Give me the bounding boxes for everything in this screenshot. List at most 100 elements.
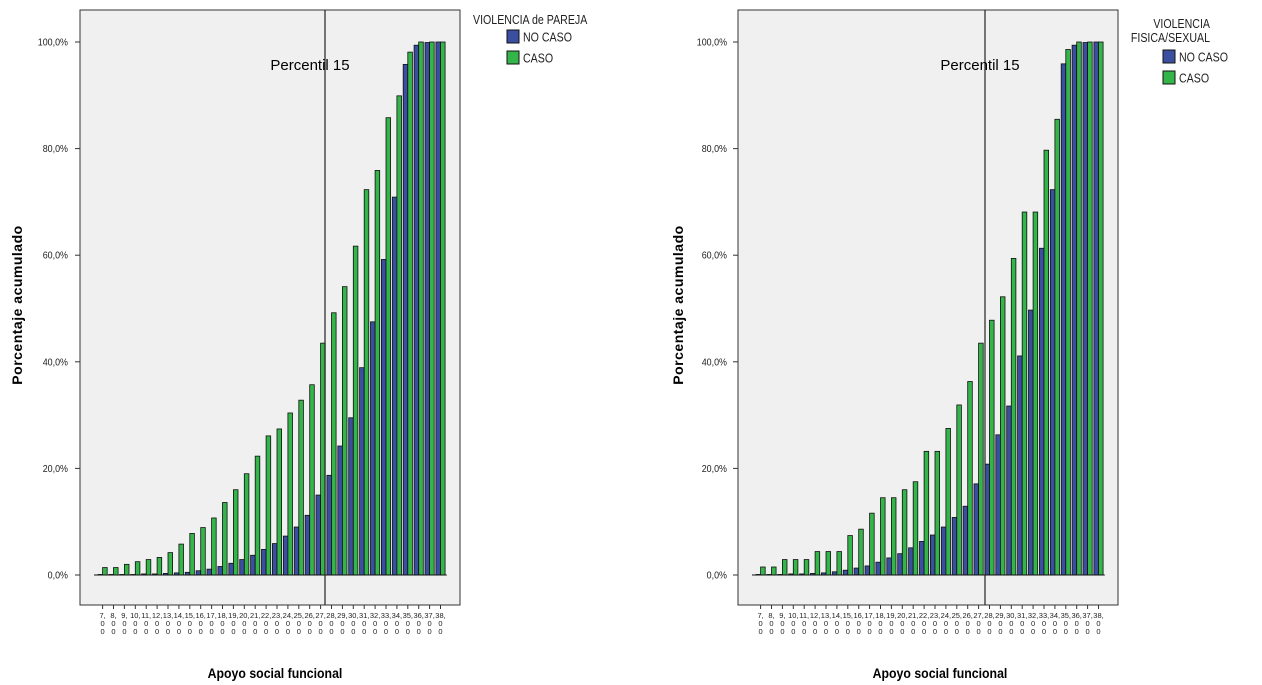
bar-no-caso [1017, 355, 1023, 576]
bar-no-caso [228, 562, 234, 576]
x-tick-label: 13, 0 0 [821, 611, 831, 636]
bar-no-caso [1093, 41, 1099, 576]
bar-caso [1065, 49, 1071, 576]
bar-no-caso [217, 566, 223, 576]
bar-no-caso [908, 547, 914, 576]
x-tick-label: 30, 0 0 [1006, 611, 1016, 636]
y-tick-label: 40,0% [43, 357, 69, 369]
x-tick-label: 25, 0 0 [952, 611, 962, 636]
x-tick-label: 35, 0 0 [403, 611, 413, 636]
x-tick-label: 27, 0 0 [973, 611, 983, 636]
bar-no-caso [940, 526, 947, 576]
bar-caso [836, 551, 842, 576]
x-tick-label: 19, 0 0 [886, 611, 896, 636]
bar-caso [222, 502, 228, 576]
x-tick-label: 7, 0 0 [757, 611, 763, 636]
bar-caso [1010, 257, 1017, 576]
x-axis-title: Apoyo social funcional [208, 665, 343, 681]
bar-caso [803, 559, 810, 576]
bar-caso [1087, 41, 1093, 576]
y-tick-label: 60,0% [43, 250, 69, 262]
legend-swatch-caso [1162, 70, 1176, 85]
bar-no-caso [250, 554, 256, 576]
bar-caso [771, 566, 777, 576]
x-tick-label: 34, 0 0 [1050, 611, 1060, 636]
legend-swatch-caso [506, 50, 520, 65]
x-tick-label: 26, 0 0 [962, 611, 972, 636]
bar-no-caso [413, 44, 420, 576]
bar-no-caso [261, 549, 267, 576]
bar-caso [934, 450, 940, 576]
x-tick-label: 22, 0 0 [261, 611, 271, 636]
x-tick-label: 16, 0 0 [853, 611, 863, 636]
bar-caso [352, 245, 359, 576]
bar-caso [113, 567, 119, 576]
bar-no-caso [951, 517, 958, 576]
bar-caso [243, 473, 250, 576]
bar-no-caso [293, 526, 300, 576]
bar-caso [298, 399, 304, 576]
bar-caso [1098, 41, 1104, 576]
bar-no-caso [1028, 309, 1034, 576]
chart-2: 0,0% 20,0% 40,0% 60,0% 80,0% 100,0% 7, 0 0 8, 0 0 9,… [670, 9, 1228, 681]
x-tick-label: 28, 0 0 [984, 611, 994, 636]
x-tick-label: 21, 0 0 [250, 611, 260, 636]
bar-caso [440, 41, 446, 576]
bar-caso [363, 189, 370, 576]
bar-no-caso [875, 561, 881, 576]
x-tick-label: 24, 0 0 [941, 611, 951, 636]
x-tick-label: 20, 0 0 [239, 611, 249, 636]
bar-caso [341, 286, 348, 576]
bar-caso [923, 450, 930, 576]
bar-no-caso [973, 483, 979, 576]
bar-caso [407, 51, 413, 576]
x-tick-label: 18, 0 0 [875, 611, 885, 636]
x-tick-label: 21, 0 0 [908, 611, 918, 636]
bar-caso [102, 567, 108, 576]
x-tick-label: 36, 0 0 [1071, 611, 1081, 636]
chart-1: 0,0% 20,0% 40,0% 60,0% 80,0% 100,0% 7, 0 0 8, 0 0 9,… [9, 9, 588, 681]
x-tick-label: 23, 0 0 [272, 611, 282, 636]
bar-no-caso [930, 534, 936, 576]
bar-caso [167, 552, 173, 576]
bar-caso [847, 535, 853, 576]
x-tick-label: 33, 0 0 [1039, 611, 1049, 636]
x-tick-label: 34, 0 0 [392, 611, 402, 636]
x-tick-label: 24, 0 0 [283, 611, 293, 636]
bar-no-caso [337, 445, 343, 576]
bar-caso [145, 559, 152, 576]
bar-caso [978, 342, 984, 576]
bar-caso [265, 435, 272, 576]
legend-label: CASO [1179, 72, 1209, 86]
x-tick-label: 17, 0 0 [206, 611, 216, 636]
bar-caso [385, 117, 391, 576]
x-tick-label: 26, 0 0 [304, 611, 314, 636]
bar-caso [156, 557, 163, 576]
bar-no-caso [962, 505, 969, 576]
x-tick-label: 33, 0 0 [381, 611, 391, 636]
x-tick-label: 35, 0 0 [1061, 611, 1071, 636]
x-tick-label: 37, 0 0 [424, 611, 434, 636]
bar-caso [189, 533, 195, 576]
bar-caso [331, 312, 337, 576]
x-tick-label: 10, 0 0 [788, 611, 798, 636]
x-tick-label: 28, 0 0 [326, 611, 336, 636]
reference-annotation: Percentil 15 [270, 57, 349, 74]
legend-label: NO CASO [523, 31, 572, 45]
bar-no-caso [195, 570, 202, 576]
bar-caso [211, 517, 217, 576]
y-tick-label: 20,0% [43, 463, 69, 475]
bar-caso [200, 527, 206, 576]
legend-title: VIOLENCIA [1153, 17, 1210, 31]
bar-caso [1043, 149, 1049, 576]
x-tick-label: 31, 0 0 [359, 611, 369, 636]
bar-no-caso [1049, 189, 1056, 576]
x-axis-title: Apoyo social funcional [873, 665, 1008, 681]
bar-no-caso [995, 434, 1001, 576]
y-axis-title: Porcentaje acumulado [670, 225, 686, 384]
bar-no-caso [1082, 42, 1088, 576]
x-tick-label: 32, 0 0 [370, 611, 380, 636]
bar-no-caso [1071, 44, 1078, 576]
legend-swatch-no-caso [506, 29, 520, 44]
